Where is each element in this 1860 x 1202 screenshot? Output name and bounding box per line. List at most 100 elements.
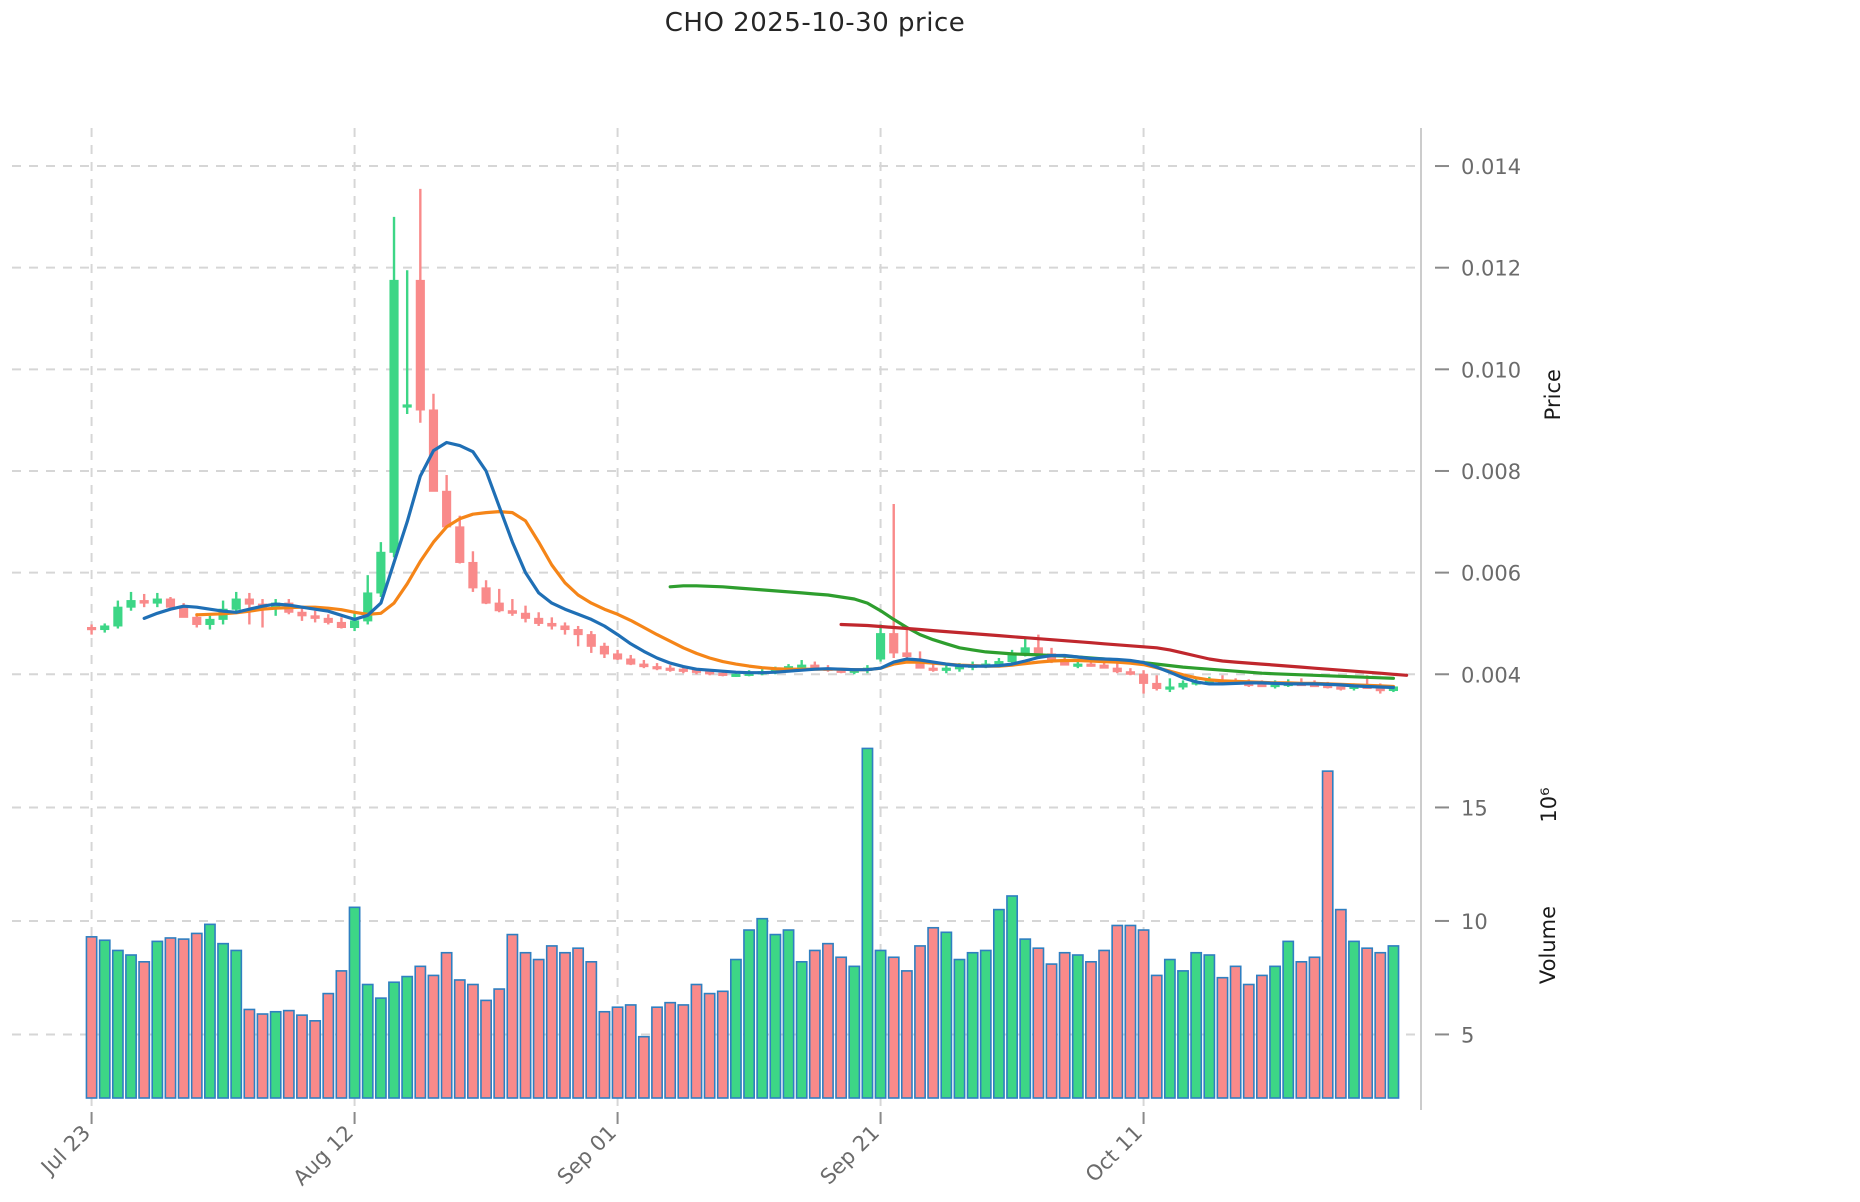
candle-body [244,598,254,605]
price-axis-title: Price [1541,369,1565,420]
volume-bar [453,979,466,1099]
ma-line-green [668,584,1396,680]
volume-bar [1045,963,1058,1099]
candle-body [797,664,807,668]
volume-bar [1242,983,1255,1099]
x-tick-label: Jul 23 [35,1121,95,1181]
volume-bar [729,958,742,1099]
candle-body [718,672,728,676]
volume-bar [585,961,598,1099]
candle-body [113,606,123,627]
volume-bar [256,1013,269,1099]
candle-body [1257,683,1267,688]
volume-bar [861,747,874,1099]
volume-bar [769,933,782,1099]
candle-body [126,600,136,608]
candle-body [494,602,504,612]
x-tick-label: Aug 12 [289,1121,359,1191]
candle-body [1375,687,1385,692]
candle-body [1086,663,1096,667]
candle-body [534,617,544,624]
candle-body [520,612,531,619]
price-tick-label: 0.012 [1461,257,1521,281]
volume-bar [322,992,335,1099]
volume-bar [138,961,151,1099]
price-tick-label: 0.008 [1461,460,1521,484]
candle-body [586,634,596,647]
volume-bar [545,945,558,1099]
candle-body [1152,682,1162,689]
volume-bar [598,1010,611,1099]
volume-bar [1032,947,1045,1099]
volume-bar [874,949,887,1099]
volume-bar [1229,965,1242,1099]
volume-bar [940,931,953,1099]
candle-body [1165,686,1175,690]
candle-body [1112,667,1122,673]
candle-body [665,667,675,671]
candle-body [402,404,412,408]
volume-bar [1150,974,1163,1099]
volume-bar [335,970,348,1099]
candle-body [639,663,649,668]
volume-bar [269,1010,282,1099]
x-tick-label: Oct 11 [1081,1121,1147,1187]
volume-bar [900,970,913,1099]
volume-bar [808,949,821,1099]
candle-body [86,627,97,631]
volume-bar [98,939,111,1099]
candle-body [573,629,583,636]
candle-body [652,666,662,670]
candle-body [626,658,636,665]
volume-bar [992,908,1005,1099]
volume-tick-label: 10 [1461,910,1488,934]
candle-body [323,617,333,623]
volume-bar [703,992,716,1099]
volume-bar [1255,974,1268,1099]
volume-bar [1216,976,1229,1099]
volume-bar [203,923,216,1099]
volume-bar [1098,949,1111,1099]
volume-bar [1190,951,1203,1099]
volume-bar [743,929,756,1099]
volume-bar [1374,951,1387,1099]
price-tick-label: 0.006 [1461,562,1521,586]
volume-bar [1348,940,1360,1099]
candle-body [1138,673,1149,684]
candle-body [179,606,189,618]
volume-bar [414,965,427,1099]
volume-bar [1019,938,1032,1099]
volume-bar [677,1004,690,1099]
ma-line-blue [142,440,1396,690]
candle-body [612,653,623,660]
candle-body [231,598,241,610]
volume-bar [85,936,98,1099]
x-tick-label: Sep 01 [553,1121,622,1190]
candle-body [310,615,320,619]
volume-bar [1137,929,1150,1099]
volume-bar [1387,945,1400,1099]
candle-body [941,667,951,671]
price-tick-label: 0.004 [1461,663,1521,687]
price-tick-label: 0.014 [1461,155,1521,179]
candle-body [165,598,176,608]
candle-body [139,600,149,604]
volume-bar [782,929,795,1099]
volume-bar [519,951,532,1099]
volume-tick-label: 15 [1461,796,1488,820]
volume-bar [1295,961,1308,1099]
candle-body [705,671,715,675]
volume-bar [493,988,506,1099]
chart-title: CHO 2025-10-30 price [664,8,966,38]
volume-bar [230,949,243,1099]
volume-bar [953,958,966,1099]
candle-body [152,598,162,604]
volume-bar [506,933,519,1099]
candle-body [915,663,925,669]
volume-bar [1334,908,1347,1099]
volume-bar [835,956,848,1099]
volume-bar [374,997,387,1099]
candle-body [389,279,399,553]
